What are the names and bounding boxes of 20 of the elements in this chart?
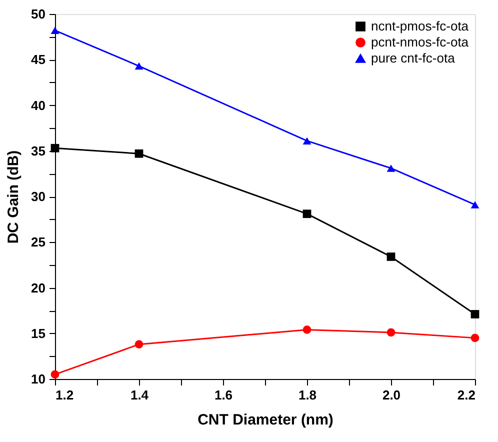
x-tick-label: 1.2 [56,388,74,402]
y-tick-label: 30 [31,189,46,204]
legend-label: pure cnt-fc-ota [371,50,456,66]
y-tick-label: 50 [31,6,46,22]
y-tick-label: 40 [31,98,46,113]
y-tick-label: 10 [31,372,46,386]
y-axis-title: DC Gain (dB) [5,150,22,244]
y-tick-label: 45 [31,52,46,68]
x-tick-label: 1.4 [130,388,150,402]
x-axis-title: CNT Diameter (nm) [198,412,334,428]
y-tick-label: 35 [31,143,46,158]
x-tick-label: 2.0 [382,388,401,402]
x-tick-label: 1.8 [298,388,317,402]
legend-label: ncnt-pmos-fc-ota [371,18,470,34]
x-tick-label: 1.6 [214,388,233,402]
y-tick-label: 20 [31,280,46,296]
y-tick-label: 25 [31,234,46,250]
x-tick-label: 2.2 [457,388,476,402]
y-tick-label: 15 [31,326,46,341]
legend-label: pcnt-nmos-fc-ota [371,34,470,50]
